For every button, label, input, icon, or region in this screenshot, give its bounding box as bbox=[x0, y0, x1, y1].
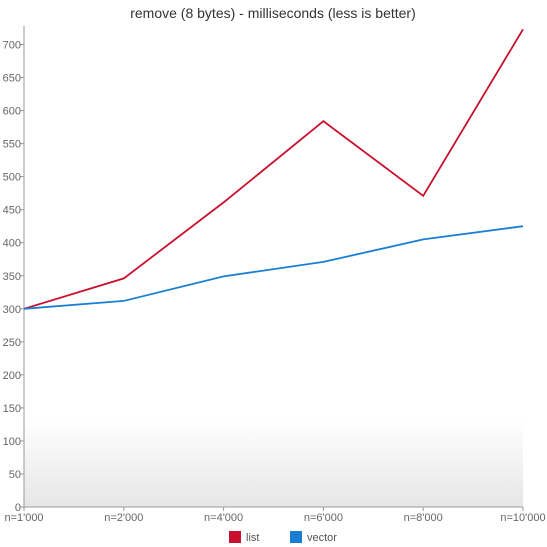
y-tick-label: 700 bbox=[3, 40, 21, 52]
legend-label: list bbox=[246, 532, 259, 544]
x-tick-label: n=2'000 bbox=[104, 512, 143, 524]
y-axis: 0 50 100 150 200 250 300 350 400 450 500 550 600 650 7… bbox=[3, 26, 25, 514]
plot-background-gradient bbox=[24, 417, 523, 507]
series-line-list bbox=[23, 28, 524, 310]
x-axis: n=1'000 n=2'000 n=4'000 n=6'000 n=8'000 n=10'… bbox=[4, 506, 546, 524]
y-tick-label: 50 bbox=[9, 469, 21, 481]
legend-item-list: list bbox=[229, 531, 259, 544]
y-tick-label: 300 bbox=[3, 304, 21, 316]
y-tick-label: 0 bbox=[15, 502, 21, 514]
x-tick-label: n=8'000 bbox=[404, 512, 443, 524]
y-tick-label: 500 bbox=[3, 172, 21, 184]
y-tick-label: 250 bbox=[3, 337, 21, 349]
y-tick-label: 450 bbox=[3, 205, 21, 217]
y-tick-label: 150 bbox=[3, 403, 21, 415]
x-tick-label: n=4'000 bbox=[204, 512, 243, 524]
series-lines bbox=[23, 28, 524, 310]
legend-label: vector bbox=[307, 532, 337, 544]
x-tick-label: n=10'000 bbox=[500, 512, 545, 524]
legend-swatch bbox=[229, 531, 241, 543]
series-line-vector bbox=[23, 225, 524, 310]
y-tick-label: 200 bbox=[3, 370, 21, 382]
y-tick-label: 650 bbox=[3, 73, 21, 85]
y-tick-label: 100 bbox=[3, 436, 21, 448]
legend: list vector bbox=[229, 531, 337, 544]
legend-item-vector: vector bbox=[290, 531, 337, 544]
x-tick-label: n=6'000 bbox=[304, 512, 343, 524]
chart-title: remove (8 bytes) - milliseconds (less is… bbox=[130, 5, 416, 21]
y-tick-label: 600 bbox=[3, 106, 21, 118]
y-tick-label: 400 bbox=[3, 238, 21, 250]
x-tick-label: n=1'000 bbox=[4, 512, 43, 524]
y-tick-label: 550 bbox=[3, 139, 21, 151]
y-tick-label: 350 bbox=[3, 271, 21, 283]
legend-swatch bbox=[290, 531, 302, 543]
